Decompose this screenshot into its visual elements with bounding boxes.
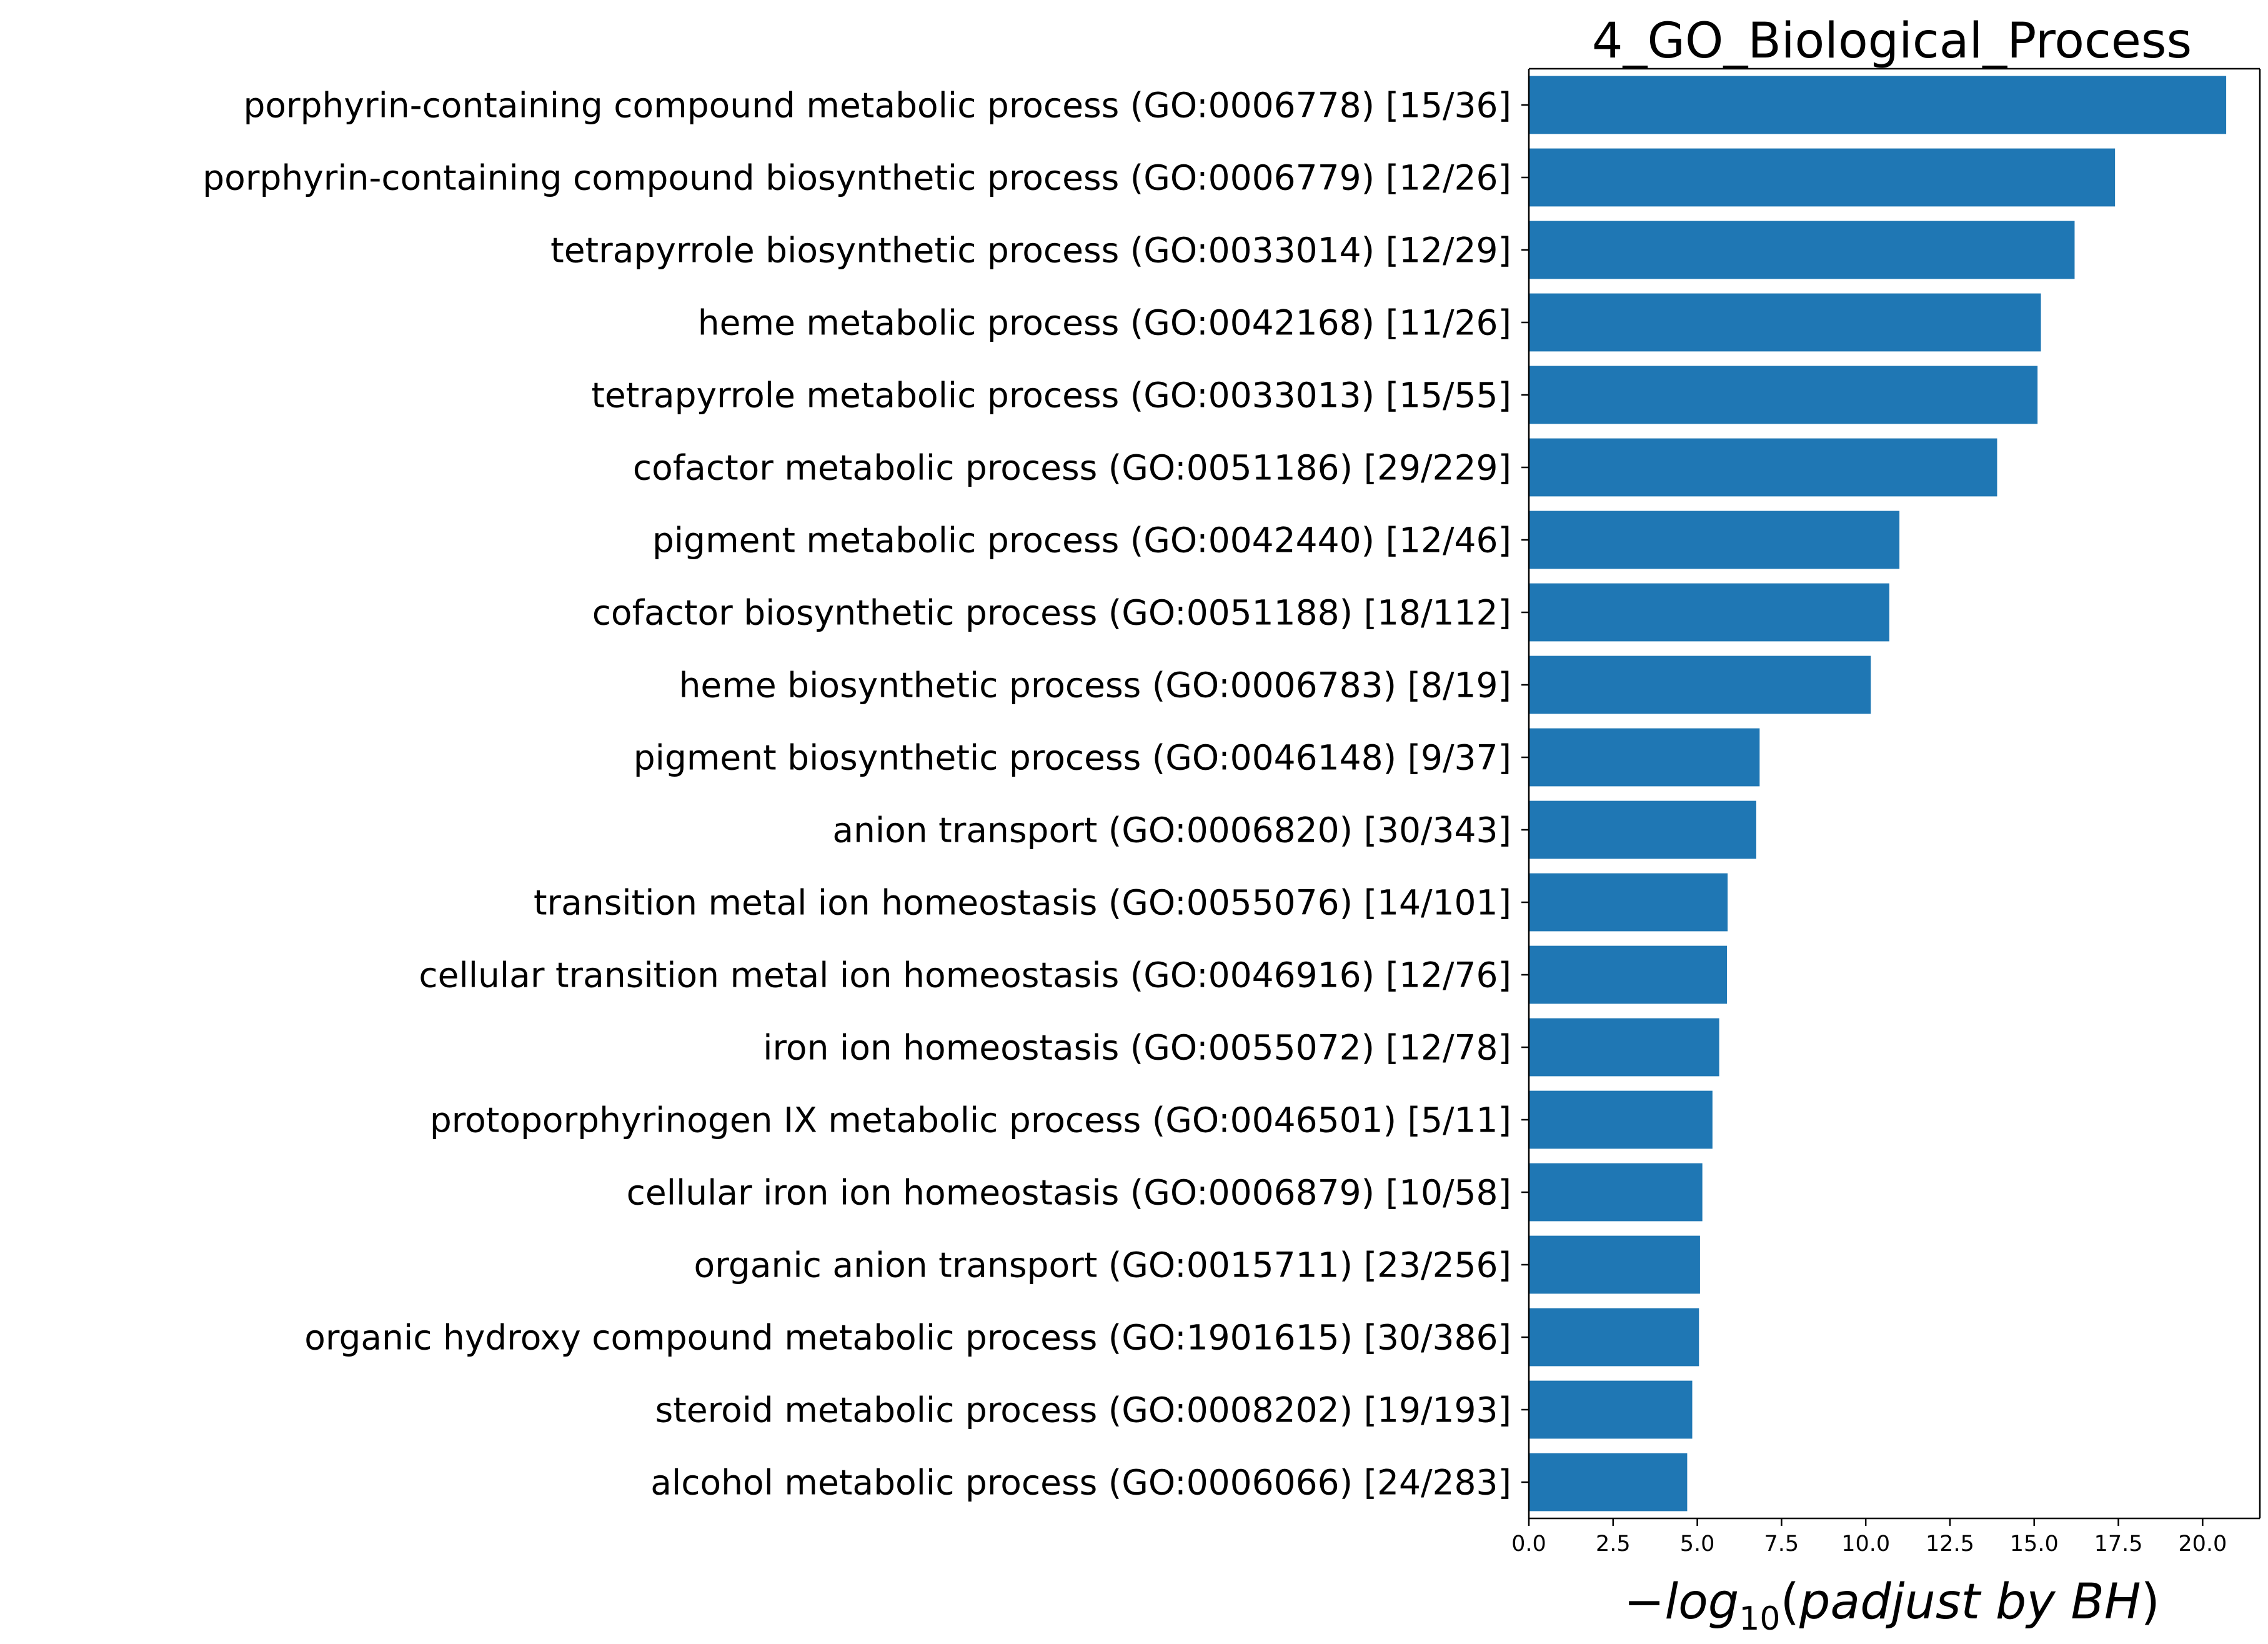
bar xyxy=(1529,148,2116,207)
x-tick-label: 2.5 xyxy=(1596,1532,1631,1557)
category-label: protoporphyrinogen IX metabolic process … xyxy=(430,1100,1511,1140)
x-axis-label-close-paren: ) xyxy=(2141,1574,2160,1630)
x-axis-label-log: log xyxy=(1664,1574,1739,1630)
bar xyxy=(1529,800,1756,859)
bar xyxy=(1529,655,1871,714)
category-label: tetrapyrrole biosynthetic process (GO:00… xyxy=(550,230,1511,270)
bar xyxy=(1529,1453,1688,1512)
category-label: organic hydroxy compound metabolic proce… xyxy=(304,1317,1511,1357)
bar xyxy=(1529,511,1900,569)
bar xyxy=(1529,1308,1699,1367)
category-label: pigment metabolic process (GO:0042440) [… xyxy=(652,520,1511,560)
bars-group xyxy=(1529,76,2227,1512)
axes xyxy=(1528,67,2261,1520)
x-tick-label: 12.5 xyxy=(1926,1532,1974,1557)
x-tick-label: 10.0 xyxy=(1841,1532,1890,1557)
x-tick-label: 0.0 xyxy=(1511,1532,1546,1557)
category-label: heme biosynthetic process (GO:0006783) [… xyxy=(679,665,1511,705)
category-label: cofactor biosynthetic process (GO:005118… xyxy=(592,592,1511,632)
category-label: heme metabolic process (GO:0042168) [11/… xyxy=(698,302,1511,342)
category-label: cellular iron ion homeostasis (GO:000687… xyxy=(627,1172,1511,1212)
category-label: tetrapyrrole metabolic process (GO:00330… xyxy=(591,375,1511,415)
bar xyxy=(1529,583,1889,642)
bar xyxy=(1529,1018,1719,1077)
category-label: organic anion transport (GO:0015711) [23… xyxy=(694,1245,1511,1285)
category-label: anion transport (GO:0006820) [30/343] xyxy=(832,810,1511,850)
bar xyxy=(1529,221,2075,279)
bar xyxy=(1529,873,1728,932)
bar xyxy=(1529,945,1728,1004)
chart-title: 4_GO_Biological_Process xyxy=(1592,13,2192,69)
bar xyxy=(1529,438,1997,497)
category-label: steroid metabolic process (GO:0008202) [… xyxy=(655,1390,1511,1430)
bar xyxy=(1529,366,2038,424)
x-tick-label: 20.0 xyxy=(2178,1532,2227,1557)
x-axis-label: −log10(padjust by BH) xyxy=(1624,1574,2160,1638)
bar xyxy=(1529,728,1760,787)
x-axis-label-open-paren: ( xyxy=(1780,1574,1799,1630)
x-ticks: 0.0 2.5 5.0 7.5 10.0 12.5 15.0 17.5 20.0 xyxy=(1511,1518,2227,1557)
category-label: cellular transition metal ion homeostasi… xyxy=(419,955,1511,995)
category-label: transition metal ion homeostasis (GO:005… xyxy=(534,882,1511,922)
category-label: porphyrin-containing compound metabolic … xyxy=(243,85,1511,125)
x-axis-label-minus: − xyxy=(1624,1574,1664,1630)
category-labels: porphyrin-containing compound metabolic … xyxy=(202,85,1529,1502)
category-label: porphyrin-containing compound biosynthet… xyxy=(202,157,1511,197)
x-tick-label: 15.0 xyxy=(2010,1532,2059,1557)
bar xyxy=(1529,76,2227,134)
x-axis-label-text: padjust by BH xyxy=(1799,1574,2141,1630)
bar xyxy=(1529,1235,1700,1294)
x-tick-label: 5.0 xyxy=(1680,1532,1715,1557)
category-label: iron ion homeostasis (GO:0055072) [12/78… xyxy=(763,1027,1511,1067)
x-axis-label-subscript: 10 xyxy=(1739,1600,1780,1638)
x-tick-label: 7.5 xyxy=(1764,1532,1799,1557)
x-tick-label: 17.5 xyxy=(2094,1532,2143,1557)
category-label: alcohol metabolic process (GO:0006066) [… xyxy=(650,1462,1511,1502)
bar xyxy=(1529,1163,1703,1222)
bar xyxy=(1529,1380,1693,1439)
bar xyxy=(1529,1090,1713,1149)
category-label: cofactor metabolic process (GO:0051186) … xyxy=(633,447,1511,487)
category-label: pigment biosynthetic process (GO:0046148… xyxy=(634,737,1511,777)
bar xyxy=(1529,293,2041,352)
